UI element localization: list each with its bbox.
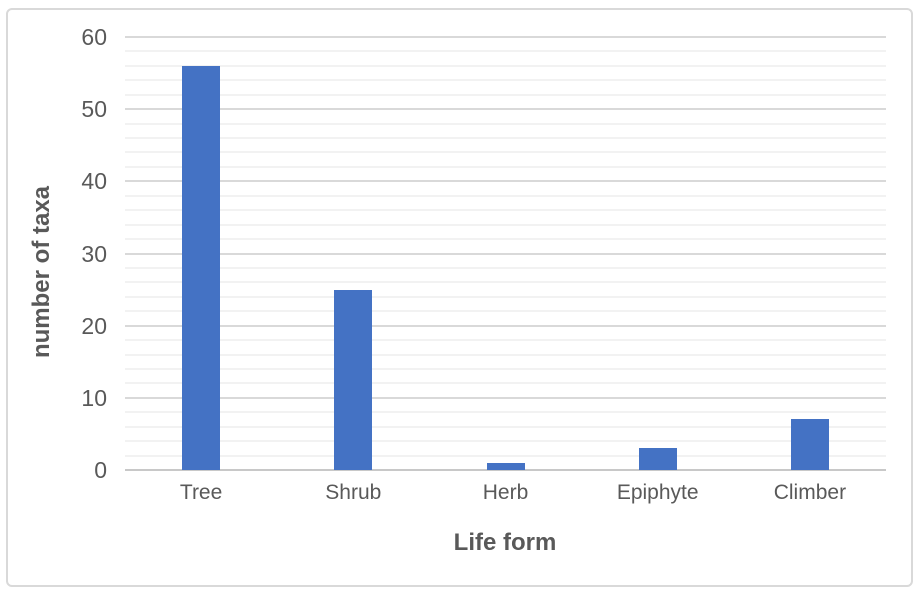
bar-tree [182, 65, 221, 470]
major-gridline [125, 396, 886, 399]
x-axis-line [125, 469, 886, 471]
y-tick-label: 50 [81, 96, 107, 123]
minor-gridline [125, 93, 886, 96]
minor-gridline [125, 295, 886, 298]
y-tick-label: 60 [81, 24, 107, 50]
minor-gridline [125, 454, 886, 457]
y-tick-label: 10 [81, 384, 107, 411]
minor-gridline [125, 79, 886, 82]
bar-herb [486, 462, 525, 470]
x-category-label: Shrub [325, 481, 382, 504]
x-category-label: Tree [179, 481, 223, 504]
bar-epiphyte [638, 448, 677, 470]
minor-gridline [125, 238, 886, 241]
major-gridline [125, 36, 886, 38]
minor-gridline [125, 339, 886, 342]
major-gridline [125, 108, 886, 111]
y-tick-label: 40 [81, 168, 107, 195]
major-gridline [125, 324, 886, 327]
minor-gridline [125, 223, 886, 226]
x-category-label: Climber [773, 481, 847, 504]
x-category-label: Epiphyte [616, 481, 699, 504]
minor-gridline [125, 137, 886, 140]
minor-gridline [125, 209, 886, 212]
minor-gridline [125, 281, 886, 284]
minor-gridline [125, 122, 886, 125]
minor-gridline [125, 367, 886, 370]
minor-gridline [125, 310, 886, 313]
y-tick-label: 30 [81, 240, 107, 267]
plot-area [125, 36, 886, 471]
y-tick-label: 0 [94, 457, 107, 483]
minor-gridline [125, 194, 886, 197]
minor-gridline [125, 440, 886, 443]
minor-gridline [125, 266, 886, 269]
bar-climber [790, 419, 829, 470]
major-gridline [125, 180, 886, 183]
major-gridline [125, 252, 886, 255]
minor-gridline [125, 165, 886, 168]
minor-gridline [125, 353, 886, 356]
minor-gridline [125, 50, 886, 53]
minor-gridline [125, 425, 886, 428]
minor-gridline [125, 411, 886, 414]
y-tick-label: 20 [81, 312, 107, 339]
x-axis-title: Life form [453, 529, 557, 556]
minor-gridline [125, 64, 886, 67]
bar-shrub [334, 289, 373, 470]
x-category-label: Herb [482, 481, 529, 504]
minor-gridline [125, 382, 886, 385]
minor-gridline [125, 151, 886, 154]
